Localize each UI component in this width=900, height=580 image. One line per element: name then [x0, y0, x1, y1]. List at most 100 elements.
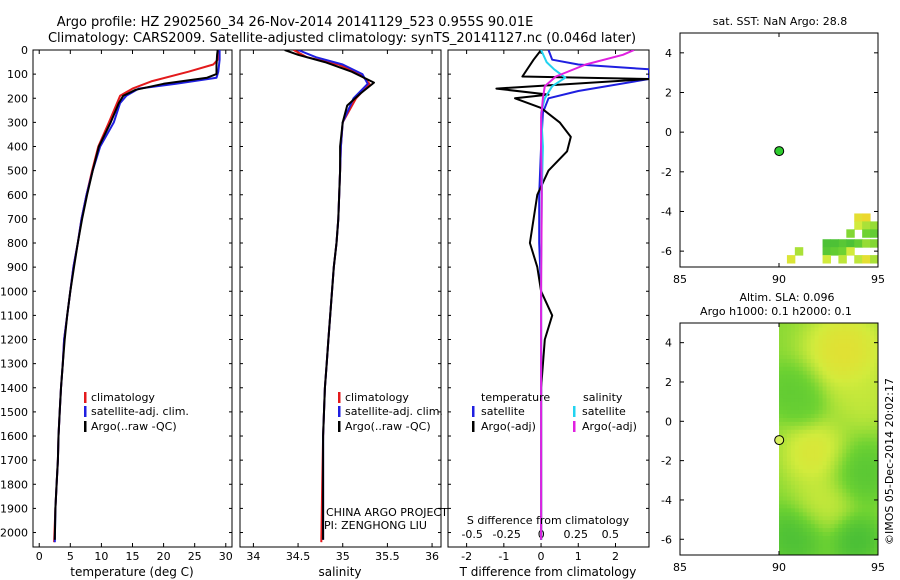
- sla-cell: [834, 342, 839, 348]
- sla-cell: [826, 425, 832, 430]
- sla-cell: [870, 476, 875, 481]
- sla-cell: [802, 350, 808, 356]
- sla-cell: [822, 547, 828, 552]
- sla-cell: [822, 456, 828, 462]
- sla-lat-ticks: 420-2-4-6: [661, 337, 878, 546]
- sla-cell: [842, 448, 847, 454]
- sla-cell: [786, 531, 792, 536]
- sla-cell: [814, 437, 820, 442]
- sla-cell: [798, 452, 804, 458]
- sla-cell: [794, 440, 800, 446]
- sla-cell: [858, 374, 863, 379]
- sla-cell: [842, 338, 847, 344]
- sla-cell: [838, 476, 843, 481]
- sla-cell: [810, 385, 816, 391]
- sla-cell: [782, 409, 788, 415]
- sla-cell: [842, 551, 847, 555]
- sla-cell: [850, 515, 855, 521]
- sla-cell: [818, 409, 824, 415]
- sla-cell: [814, 409, 820, 415]
- sla-cell: [870, 452, 875, 458]
- sla-cell: [830, 476, 836, 481]
- sla-cell: [814, 421, 820, 426]
- sla-cell: [874, 429, 878, 434]
- sla-cell: [834, 523, 839, 529]
- sla-cell: [854, 350, 859, 356]
- sla-cell: [794, 358, 800, 363]
- sla-cell: [779, 547, 784, 552]
- sla-cell: [814, 531, 820, 536]
- sla-cell: [846, 492, 851, 497]
- sla-cell: [862, 397, 867, 403]
- sla-cell: [874, 456, 878, 462]
- sla-cell: [798, 476, 804, 481]
- sla-cell: [862, 547, 867, 552]
- sla-cell: [854, 362, 859, 367]
- sla-cell: [818, 527, 824, 533]
- sla-cell: [786, 429, 792, 434]
- sla-cell: [810, 323, 816, 328]
- sla-cell: [838, 496, 843, 501]
- sla-cell: [874, 366, 878, 371]
- sla-cell: [786, 346, 792, 352]
- sla-cell: [798, 464, 804, 470]
- sla-cell: [858, 444, 863, 450]
- sla-cell: [798, 460, 804, 466]
- t-difference-xlabel: T difference from climatology: [459, 565, 637, 579]
- sla-cell: [779, 358, 784, 363]
- sla-cell: [834, 358, 839, 363]
- sla-cell: [786, 460, 792, 466]
- sla-cell: [794, 484, 800, 489]
- sla-cell: [782, 370, 788, 375]
- sla-cell: [842, 527, 847, 533]
- sla-cell: [810, 350, 816, 356]
- sla-cell: [866, 405, 871, 411]
- sla-cell: [866, 385, 871, 391]
- sla-cell: [874, 507, 878, 513]
- sla-cell: [786, 389, 792, 395]
- sla-cell: [834, 346, 839, 352]
- sla-cell: [858, 464, 863, 470]
- sla-cell: [858, 346, 863, 352]
- sla-cell: [814, 334, 820, 340]
- sla-cell: [842, 346, 847, 352]
- lat-tick-label: 0: [665, 415, 672, 428]
- sla-cell: [870, 456, 875, 462]
- sla-cell: [850, 468, 855, 474]
- sla-cell: [854, 535, 859, 540]
- sla-cell: [786, 354, 792, 359]
- sla-cell: [806, 405, 812, 411]
- sla-cell: [790, 444, 796, 450]
- sla-cell: [862, 323, 867, 328]
- sst-cell: [870, 239, 878, 248]
- sla-cell: [866, 358, 871, 363]
- sla-cell: [798, 480, 804, 485]
- sla-cell: [830, 421, 836, 426]
- sla-cell: [850, 543, 855, 548]
- sla-cell: [802, 511, 808, 517]
- sla-cell: [790, 503, 796, 509]
- sla-cell: [866, 448, 871, 454]
- sla-cell: [822, 334, 828, 340]
- sla-cell: [806, 503, 812, 509]
- sla-cell: [858, 421, 863, 426]
- sla-cell: [854, 452, 859, 458]
- sla-cell: [826, 389, 832, 395]
- depth-tick-label: 600: [7, 189, 28, 202]
- sla-cell: [826, 362, 832, 367]
- sla-cell: [846, 362, 851, 367]
- sla-cell: [866, 519, 871, 525]
- sla-cell: [802, 468, 808, 474]
- sla-cell: [790, 452, 796, 458]
- sla-cell: [810, 358, 816, 363]
- sla-cell: [870, 507, 875, 513]
- sla-cell: [806, 381, 812, 387]
- sla-cell: [858, 425, 863, 430]
- sla-cell: [802, 378, 808, 383]
- sla-cell: [806, 326, 812, 332]
- sla-cell: [814, 326, 820, 332]
- sla-cell: [846, 421, 851, 426]
- sla-cell: [782, 484, 788, 489]
- sla-cell: [790, 417, 796, 422]
- sla-cell: [814, 397, 820, 403]
